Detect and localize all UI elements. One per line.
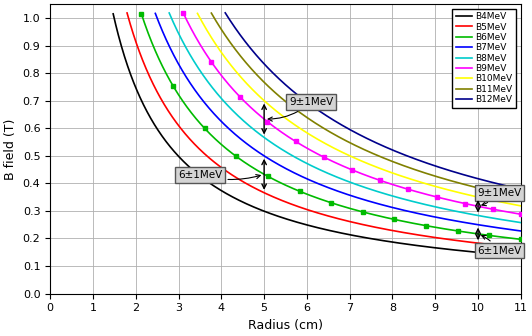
- B4MeV: [271, 213, 278, 217]
- B8MeV: [518, 221, 524, 225]
- B12MeV: [326, 115, 332, 119]
- B4MeV: [518, 254, 524, 258]
- B9MeV: [518, 212, 524, 216]
- B4MeV: [110, 12, 117, 16]
- B5MeV: [518, 246, 524, 250]
- B10MeV: [236, 74, 243, 78]
- Line: B12MeV: B12MeV: [225, 13, 521, 189]
- Text: 6±1MeV: 6±1MeV: [477, 236, 521, 256]
- B5MeV: [124, 11, 130, 15]
- B7MeV: [518, 229, 524, 233]
- B6MeV: [325, 200, 331, 204]
- Line: B8MeV: B8MeV: [169, 13, 521, 223]
- B6MeV: [518, 237, 524, 241]
- B6MeV: [236, 157, 243, 161]
- B6MeV: [503, 236, 509, 240]
- B11MeV: [498, 192, 505, 196]
- B4MeV: [272, 213, 279, 217]
- B11MeV: [508, 194, 514, 198]
- B11MeV: [213, 19, 219, 23]
- B9MeV: [180, 11, 186, 15]
- B10MeV: [518, 204, 524, 208]
- Line: B10MeV: B10MeV: [197, 13, 521, 206]
- B8MeV: [484, 215, 490, 219]
- B10MeV: [434, 185, 440, 189]
- B12MeV: [480, 178, 486, 182]
- Line: B4MeV: B4MeV: [113, 14, 521, 256]
- B8MeV: [167, 13, 173, 17]
- B10MeV: [514, 203, 520, 207]
- B9MeV: [453, 200, 460, 204]
- B11MeV: [208, 11, 214, 15]
- Line: B11MeV: B11MeV: [211, 13, 521, 198]
- B6MeV: [138, 12, 145, 16]
- B10MeV: [194, 11, 201, 15]
- Line: B6MeV: B6MeV: [142, 14, 521, 239]
- B12MeV: [223, 13, 230, 17]
- B9MeV: [261, 117, 267, 121]
- B8MeV: [210, 87, 217, 91]
- Y-axis label: B field (T): B field (T): [4, 118, 17, 179]
- B7MeV: [411, 211, 418, 215]
- B7MeV: [306, 178, 312, 182]
- B9MeV: [329, 159, 336, 163]
- B8MeV: [325, 171, 331, 175]
- B9MeV: [409, 188, 415, 192]
- B7MeV: [197, 95, 203, 99]
- B12MeV: [222, 11, 228, 15]
- Text: 9±1MeV: 9±1MeV: [477, 188, 521, 206]
- Legend: B4MeV, B5MeV, B6MeV, B7MeV, B8MeV, B9MeV, B10MeV, B11MeV, B12MeV: B4MeV, B5MeV, B6MeV, B7MeV, B8MeV, B9MeV…: [452, 9, 517, 108]
- B7MeV: [152, 11, 159, 15]
- B5MeV: [505, 245, 512, 249]
- B5MeV: [235, 176, 241, 180]
- B12MeV: [501, 183, 507, 187]
- B7MeV: [480, 223, 486, 227]
- B8MeV: [323, 170, 329, 174]
- B5MeV: [455, 239, 462, 243]
- B4MeV: [385, 240, 392, 244]
- B11MeV: [518, 196, 524, 200]
- Line: B9MeV: B9MeV: [183, 13, 521, 214]
- B6MeV: [241, 160, 247, 164]
- X-axis label: Radius (cm): Radius (cm): [248, 319, 323, 332]
- B9MeV: [213, 67, 220, 71]
- B8MeV: [295, 157, 302, 161]
- B10MeV: [387, 170, 394, 174]
- B5MeV: [489, 243, 495, 247]
- Text: 6±1MeV: 6±1MeV: [178, 170, 260, 180]
- B4MeV: [328, 229, 335, 233]
- B6MeV: [512, 237, 518, 241]
- B11MeV: [379, 156, 386, 160]
- B7MeV: [514, 228, 521, 233]
- Line: B7MeV: B7MeV: [155, 13, 521, 231]
- B11MeV: [295, 109, 302, 113]
- B5MeV: [180, 130, 187, 134]
- B9MeV: [190, 32, 197, 36]
- B7MeV: [415, 212, 422, 216]
- B12MeV: [400, 152, 406, 156]
- B10MeV: [276, 111, 282, 115]
- Line: B5MeV: B5MeV: [127, 13, 521, 248]
- B12MeV: [421, 160, 428, 164]
- Text: 9±1MeV: 9±1MeV: [268, 97, 334, 121]
- B6MeV: [390, 217, 397, 221]
- B11MeV: [443, 177, 450, 181]
- B5MeV: [376, 226, 382, 230]
- B10MeV: [461, 192, 468, 196]
- B8MeV: [166, 11, 172, 15]
- B4MeV: [196, 173, 202, 177]
- B12MeV: [518, 187, 524, 191]
- B4MeV: [156, 130, 163, 134]
